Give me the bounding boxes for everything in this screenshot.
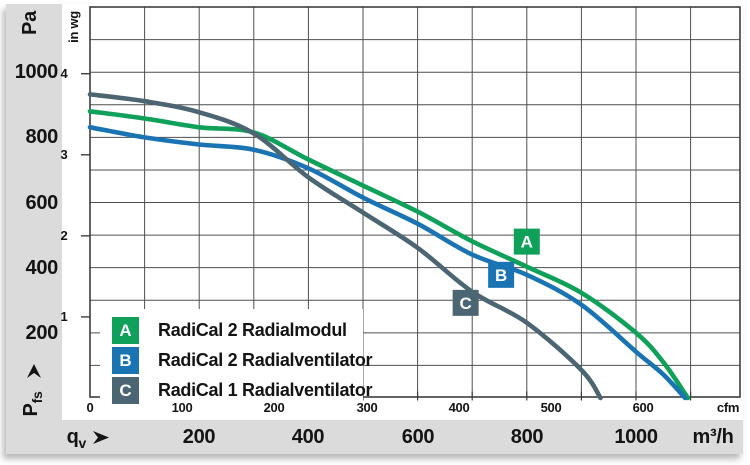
qv-axis-label: qv — [52, 425, 87, 451]
curve-marker-a — [513, 228, 540, 255]
curve-b — [87, 125, 688, 401]
m3h-tick-label: 400 — [291, 426, 325, 448]
m3h-tick-label: 600 — [401, 426, 435, 448]
curve-marker-letter-b: B — [495, 266, 507, 285]
y-axis-up-arrow-icon — [27, 364, 41, 378]
inwg-tick-label: 2 — [60, 228, 68, 243]
pa-tick-label: 600 — [25, 192, 59, 214]
pfs-sub: fs — [29, 391, 45, 404]
legend-swatch-a: A — [112, 317, 139, 344]
plot-frame — [89, 6, 741, 398]
m3h-tick-label: 1000 — [614, 426, 658, 448]
inwg-tick-label: 4 — [60, 66, 68, 81]
curve-a — [87, 109, 691, 401]
inwg-tick-label: 1 — [60, 309, 68, 324]
cfm-unit-label: cfm — [716, 400, 740, 415]
legend-label-c: RadiCal 1 Radialventilator — [158, 380, 373, 400]
m3h-tick-label: 200 — [182, 426, 216, 448]
cfm-tick-label: 500 — [540, 400, 562, 415]
cfm-tick-label: 0 — [86, 400, 94, 415]
x-axis-right-arrow-icon — [93, 431, 109, 444]
pa-axis-unit: Pa — [19, 11, 41, 35]
cfm-tick-label: 300 — [356, 400, 378, 415]
m3h-tick-label: 800 — [510, 426, 544, 448]
cfm-tick-label: 400 — [448, 400, 470, 415]
curve-marker-b — [488, 261, 515, 288]
legend: A RadiCal 2 Radialmodul B RadiCal 2 Radi… — [100, 309, 373, 410]
pfs-axis-label: Pfs — [16, 379, 46, 429]
pfs-base: P — [20, 403, 42, 417]
legend-label-a: RadiCal 2 Radialmodul — [158, 320, 347, 340]
cfm-tick-label: 100 — [171, 400, 193, 415]
cfm-tick-label: 200 — [263, 400, 285, 415]
legend-label-b: RadiCal 2 Radialventilator — [158, 350, 373, 370]
qv-base: q — [66, 426, 79, 448]
pa-tick-label: 200 — [25, 322, 59, 344]
pa-tick-label: 1000 — [14, 61, 59, 83]
qv-sub: v — [78, 435, 87, 451]
legend-swatch-b: B — [112, 347, 139, 374]
legend-swatch-c: C — [112, 377, 139, 404]
pa-tick-label: 400 — [25, 257, 59, 279]
curve-marker-c — [452, 289, 479, 316]
curve-marker-letter-a: A — [521, 233, 533, 252]
m3h-unit-label: m³/h — [692, 426, 734, 448]
curve-c — [87, 92, 603, 401]
cfm-tick-label: 600 — [632, 400, 654, 415]
inwg-tick-label: 3 — [60, 147, 68, 162]
pa-tick-label: 800 — [25, 126, 59, 148]
inwg-axis-unit: in wg — [66, 11, 81, 43]
curve-marker-letter-c: C — [460, 294, 472, 313]
